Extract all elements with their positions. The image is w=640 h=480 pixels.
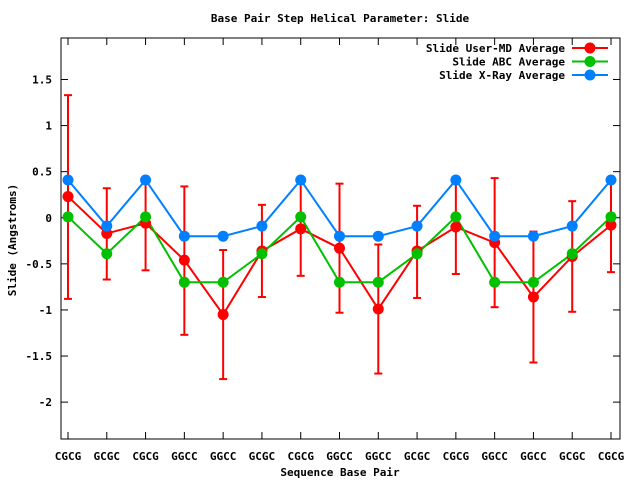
y-tick-label: 0 [45, 212, 52, 225]
x-tick-label: CGCG [55, 450, 82, 463]
legend-marker [584, 42, 596, 54]
data-point [411, 220, 423, 232]
y-tick-label: 0.5 [32, 166, 52, 179]
y-tick-label: -1.5 [26, 350, 53, 363]
data-point [295, 211, 307, 223]
data-point [372, 303, 384, 315]
data-point [217, 276, 229, 288]
data-point [101, 220, 113, 232]
y-tick-label: -1 [39, 304, 53, 317]
legend-label: Slide ABC Average [452, 56, 565, 69]
legend-label: Slide X-Ray Average [439, 69, 565, 82]
series-points [62, 174, 617, 321]
data-point [62, 174, 74, 186]
data-point [527, 276, 539, 288]
data-point [140, 174, 152, 186]
data-point [489, 276, 501, 288]
y-tick-label: 1.5 [32, 73, 52, 86]
data-point [527, 230, 539, 242]
data-point [295, 223, 307, 235]
x-tick-label: GCGC [559, 450, 586, 463]
x-tick-label: GGCC [326, 450, 353, 463]
data-point [256, 220, 268, 232]
data-point [256, 248, 268, 260]
data-point [62, 211, 74, 223]
data-point [295, 174, 307, 186]
data-point [334, 276, 345, 288]
data-point [217, 230, 229, 242]
x-tick-label: GCGC [94, 450, 121, 463]
y-tick-label: -0.5 [26, 258, 53, 271]
data-point [527, 291, 539, 303]
x-tick-label: GGCC [520, 450, 547, 463]
data-point [101, 248, 113, 260]
data-point [450, 174, 462, 186]
data-point [450, 221, 462, 233]
data-point [566, 248, 578, 260]
data-point [605, 219, 617, 231]
data-point [605, 174, 617, 186]
x-tick-label: CGCG [598, 450, 625, 463]
data-point [178, 276, 190, 288]
data-point [217, 309, 229, 321]
data-point [334, 230, 345, 242]
legend-label: Slide User-MD Average [426, 42, 565, 55]
x-tick-label: CGCG [132, 450, 159, 463]
x-tick-label: GCGC [404, 450, 431, 463]
x-tick-label: GCGC [249, 450, 276, 463]
data-point [489, 230, 501, 242]
axis-ticks: -2 -1.5 -1 -0.5 0 0.5 1 1.5 CGCG GCGC CGCG GGCC GGCC… [26, 38, 625, 463]
x-axis-label: Sequence Base Pair [280, 466, 400, 479]
data-point [411, 248, 423, 260]
data-point [372, 276, 384, 288]
x-tick-label: GGCC [481, 450, 508, 463]
data-point [140, 211, 152, 223]
data-point [566, 220, 578, 232]
y-axis-label: Slide (Angstroms) [6, 184, 19, 297]
y-tick-label: 1 [45, 120, 52, 133]
data-point [450, 211, 462, 223]
x-tick-label: GGCC [210, 450, 237, 463]
x-tick-label: GGCC [171, 450, 198, 463]
data-point [178, 230, 190, 242]
plot-frame [60, 37, 621, 440]
data-point [178, 254, 190, 266]
x-tick-label: CGCG [287, 450, 314, 463]
legend-marker [584, 56, 596, 67]
data-point [372, 230, 384, 242]
x-tick-label: CGCG [443, 450, 470, 463]
data-point [605, 211, 617, 223]
y-tick-label: -2 [39, 396, 52, 409]
data-point [334, 242, 345, 254]
legend-marker [584, 69, 596, 81]
chart-title: Base Pair Step Helical Parameter: Slide [211, 12, 470, 25]
x-tick-label: GGCC [365, 450, 392, 463]
data-point [62, 191, 74, 203]
